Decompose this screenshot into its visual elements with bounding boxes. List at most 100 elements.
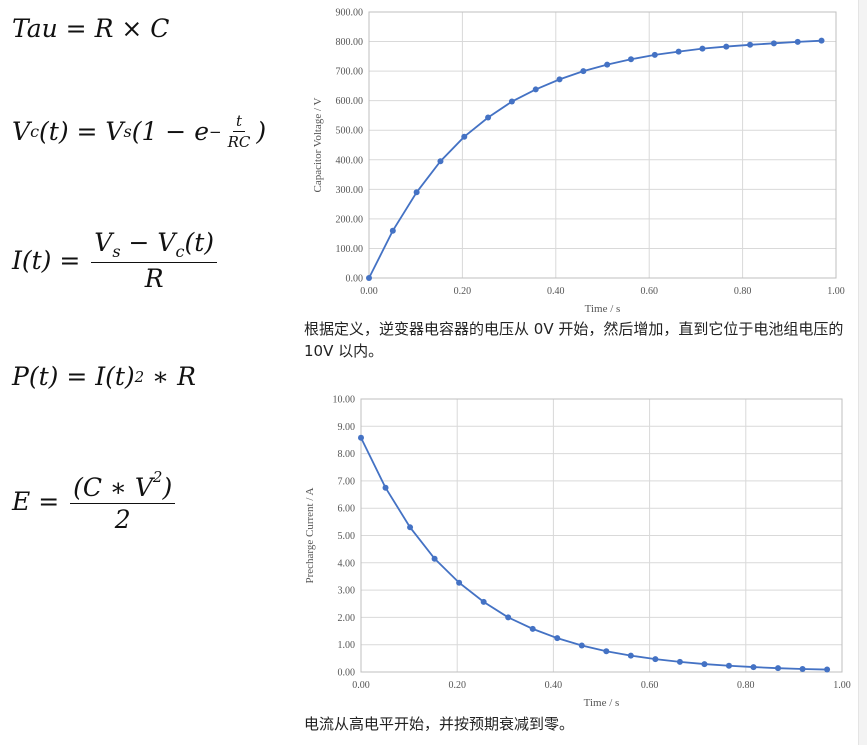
data-line (360, 437, 828, 671)
formula-text: c (175, 242, 185, 261)
denominator: RC (225, 132, 254, 151)
data-point (556, 76, 563, 83)
formula-text: I(t) = (12, 246, 89, 275)
caption: 根据定义，逆变器电容器的电压从 0V 开始，然后增加，直到它位于电池组电压的 1… (304, 320, 844, 360)
data-point (508, 98, 515, 105)
formula-text: 2 (134, 367, 145, 386)
data-point (431, 555, 438, 562)
data-point (627, 652, 634, 659)
formula-text: t (235, 112, 242, 130)
data-point (580, 68, 587, 75)
subscript: s (112, 242, 120, 261)
formula-text: V (94, 228, 113, 257)
data-point (413, 189, 420, 196)
x-tick-label: 0.00 (352, 680, 370, 691)
formula-text: P(t) = I(t) (12, 362, 135, 391)
y-tick-label: 0.00 (346, 274, 364, 285)
y-tick-label: 100.00 (336, 244, 364, 255)
fraction: (C ∗ V 2) 2 (70, 468, 176, 534)
y-tick-label: 900.00 (336, 8, 364, 19)
data-point (723, 43, 730, 50)
x-axis-title: Time / s (584, 697, 620, 709)
data-point (505, 614, 512, 621)
data-point (389, 227, 396, 234)
x-tick-label: 0.40 (547, 286, 565, 297)
data-point (824, 666, 831, 673)
data-point (407, 524, 414, 531)
x-tick-label: 0.20 (448, 680, 466, 691)
subscript: c (175, 242, 184, 261)
data-line (368, 39, 822, 279)
caption: 电流从高电平开始，并按预期衰减到零。 (304, 715, 575, 733)
data-point (627, 56, 634, 63)
y-axis-title: Precharge Current / A (304, 487, 316, 583)
data-point (818, 37, 825, 44)
y-tick-label: 400.00 (336, 155, 364, 166)
data-point (358, 434, 364, 441)
data-point (485, 114, 492, 121)
data-point (775, 665, 782, 672)
data-point (747, 41, 754, 48)
denominator: 2 (112, 504, 134, 534)
formula-text: s (123, 122, 132, 141)
y-tick-label: 7.00 (338, 476, 356, 487)
formula-text: 2 (152, 468, 163, 486)
data-point (699, 45, 706, 52)
formula: Tau = R × C (12, 14, 169, 43)
x-axis-title: Time / s (585, 303, 621, 315)
formula: E = (C ∗ V 2) 2 (12, 468, 178, 534)
data-point (532, 86, 539, 93)
subscript: c (30, 122, 39, 141)
fraction: t RC (225, 112, 254, 151)
plot-frame (360, 398, 843, 673)
y-tick-label: 6.00 (338, 504, 356, 515)
y-tick-label: 600.00 (336, 96, 364, 107)
formula-text: ) (256, 117, 267, 146)
data-point (652, 656, 659, 663)
data-point (725, 662, 732, 669)
data-point (437, 158, 444, 165)
formula-text: Tau = R × C (12, 14, 170, 43)
data-point (578, 642, 585, 649)
y-tick-label: 10.00 (333, 395, 356, 406)
superscript: − t RC (209, 112, 256, 151)
y-tick-label: 700.00 (336, 67, 364, 78)
y-tick-label: 4.00 (338, 558, 356, 569)
superscript: 2 (135, 368, 145, 386)
x-tick-label: 1.00 (833, 680, 851, 691)
data-point (461, 133, 468, 140)
formula-text: RC (227, 133, 251, 151)
y-tick-label: 8.00 (338, 449, 356, 460)
superscript: 2 (153, 468, 163, 486)
data-point (529, 625, 536, 632)
x-tick-label: 0.60 (641, 680, 659, 691)
data-point (603, 648, 610, 655)
formula-text: c (30, 122, 40, 141)
fraction: Vs − Vc(t) R (91, 228, 217, 293)
x-tick-label: 0.60 (640, 286, 658, 297)
numerator: Vs − Vc(t) (91, 228, 217, 263)
data-point (456, 579, 463, 586)
scrollbar-edge (858, 0, 867, 745)
data-point (799, 665, 806, 672)
plot-frame (368, 11, 837, 279)
x-tick-label: 0.80 (734, 286, 752, 297)
formula-text: s (112, 242, 121, 261)
data-point (750, 664, 757, 671)
data-point (794, 38, 801, 45)
x-tick-label: 0.00 (360, 286, 378, 297)
subscript: s (123, 122, 131, 141)
y-tick-label: 1.00 (338, 640, 356, 651)
denominator: R (142, 263, 167, 293)
data-point (480, 598, 487, 605)
formula-text: − V (120, 228, 176, 257)
numerator: t (232, 112, 245, 132)
data-point (675, 48, 682, 55)
y-tick-label: 9.00 (338, 422, 356, 433)
data-point (554, 635, 561, 642)
x-tick-label: 0.40 (545, 680, 563, 691)
formula-text: E = (12, 486, 68, 516)
y-tick-label: 3.00 (338, 586, 356, 597)
